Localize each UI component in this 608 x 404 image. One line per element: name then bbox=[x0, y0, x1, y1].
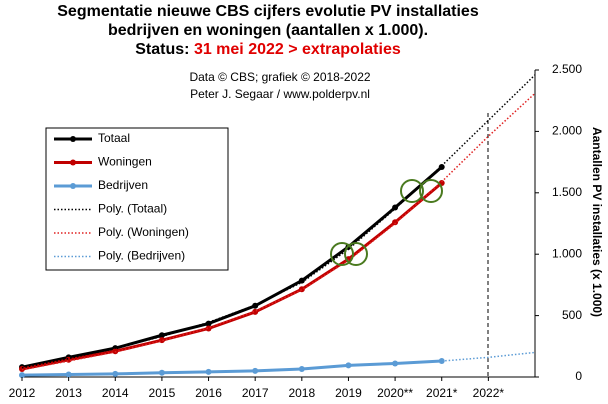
x-tick-label: 2017 bbox=[242, 386, 269, 400]
data-point bbox=[158, 369, 165, 376]
y-tick-label: 2.500 bbox=[552, 62, 582, 76]
data-point bbox=[298, 286, 305, 293]
data-point bbox=[298, 366, 305, 373]
series-line bbox=[21, 165, 443, 369]
chart-status: Status: 31 mei 2022 > extrapolaties bbox=[135, 41, 401, 58]
trend-line bbox=[21, 351, 536, 376]
data-point bbox=[392, 204, 399, 211]
annotation-circle bbox=[419, 179, 443, 203]
legend bbox=[45, 127, 229, 271]
legend-marker bbox=[70, 159, 76, 166]
data-point bbox=[252, 367, 259, 374]
y-axis-label: Aantallen PV installaties (x 1.000) bbox=[590, 127, 604, 317]
annotation-circle bbox=[330, 242, 354, 266]
legend-marker bbox=[70, 136, 76, 142]
annotation-circle bbox=[344, 242, 368, 266]
y-tick-label: 500 bbox=[562, 308, 582, 322]
chart-title: Segmentatie nieuwe CBS cijfers evolutie … bbox=[57, 3, 479, 20]
x-tick-label: 2016 bbox=[195, 386, 222, 400]
data-point bbox=[158, 337, 165, 344]
legend-label: Poly. (Bedrijven) bbox=[98, 249, 185, 263]
legend-label: Poly. (Woningen) bbox=[98, 225, 189, 239]
legend-label: Bedrijven bbox=[98, 178, 148, 192]
plot-area bbox=[19, 74, 536, 379]
x-tick-label: 2015 bbox=[149, 386, 176, 400]
trend-line bbox=[21, 92, 536, 371]
legend-marker bbox=[70, 183, 76, 189]
x-tick-label: 2022* bbox=[473, 386, 505, 400]
subtitle: Data © CBS; grafiek © 2018-2022 bbox=[189, 70, 370, 84]
annotation-circles bbox=[330, 179, 443, 266]
x-tick-label: 2021* bbox=[426, 386, 458, 400]
series-line bbox=[21, 359, 442, 377]
y-tick-label: 1.500 bbox=[552, 185, 582, 199]
legend-label: Poly. (Totaal) bbox=[98, 202, 167, 216]
y-tick-label: 2.000 bbox=[552, 124, 582, 138]
y-tick-label: 1.000 bbox=[552, 246, 582, 260]
series-line bbox=[21, 181, 443, 371]
status-label: Status: bbox=[135, 41, 189, 58]
x-tick-label: 2019 bbox=[335, 386, 362, 400]
annotation-circle bbox=[400, 179, 424, 203]
data-point bbox=[438, 164, 445, 171]
data-point bbox=[392, 219, 399, 226]
trend-line bbox=[21, 74, 536, 369]
legend-label: Totaal bbox=[98, 131, 130, 145]
x-tick-label: 2020** bbox=[377, 386, 413, 400]
legend-entries: Totaal Woningen Bedrijven Poly. (Totaal) Pol… bbox=[54, 131, 189, 263]
x-tick-label: 2012 bbox=[9, 386, 36, 400]
x-tick-label: 2014 bbox=[102, 386, 129, 400]
y-tick-label: 0 bbox=[575, 369, 582, 383]
x-tick-label: 2013 bbox=[55, 386, 82, 400]
subtitle: Peter J. Segaar / www.polderpv.nl bbox=[190, 87, 370, 101]
data-point bbox=[392, 360, 399, 367]
chart-title: bedrijven en woningen (aantallen x 1.000… bbox=[108, 22, 428, 39]
status-text: 31 mei 2022 > extrapolaties bbox=[194, 41, 401, 58]
legend-label: Woningen bbox=[98, 155, 152, 169]
x-tick-label: 2018 bbox=[288, 386, 315, 400]
data-point bbox=[112, 370, 119, 377]
